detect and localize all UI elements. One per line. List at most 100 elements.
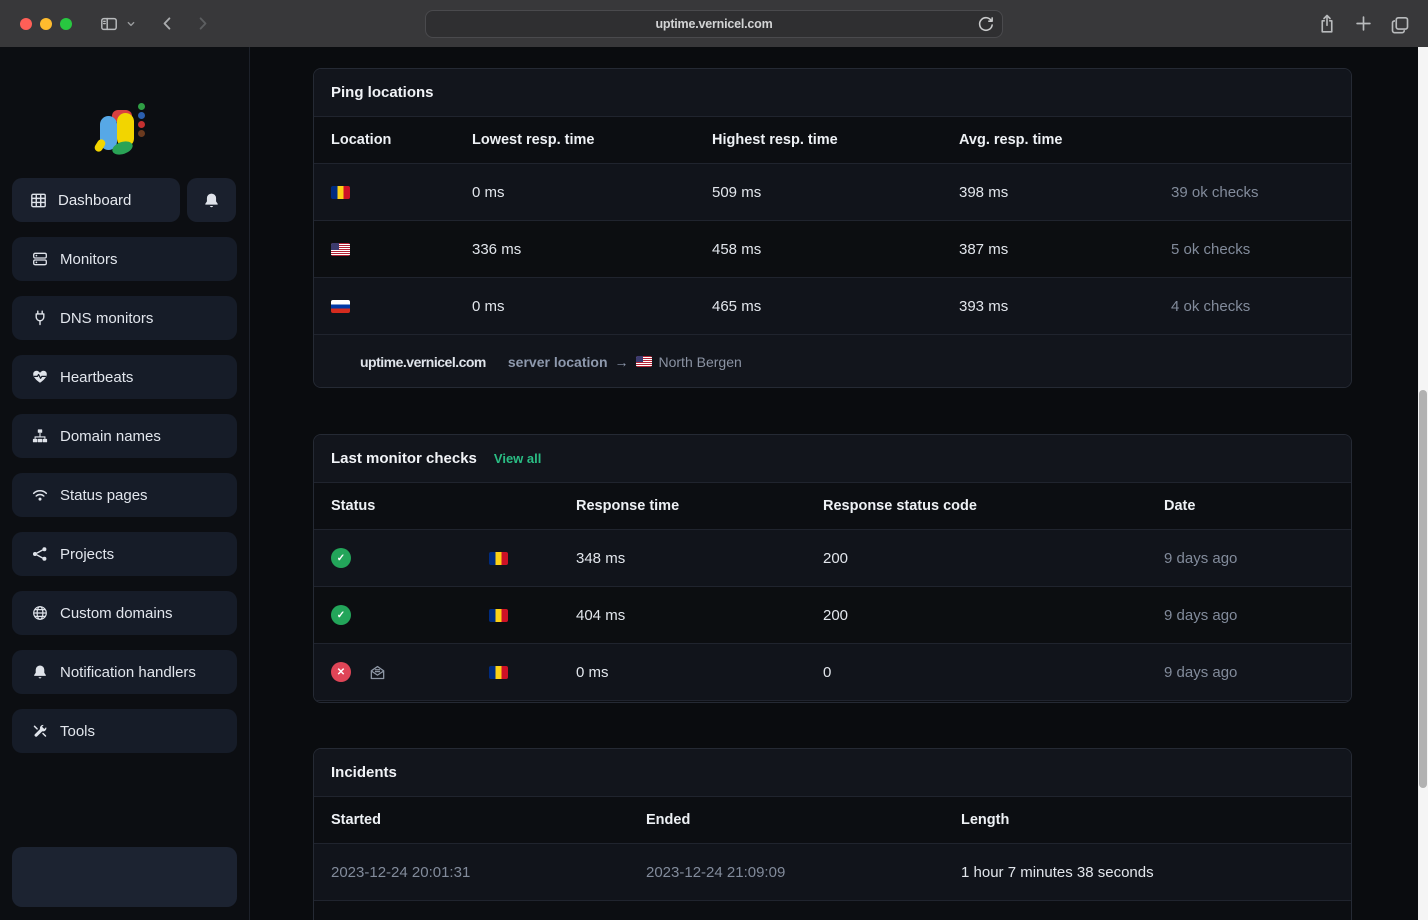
server-location-footer: uptime.vernicel.com server location → No… <box>314 335 1351 387</box>
grid-icon <box>31 193 46 207</box>
table-row: 0 ms 465 ms 393 ms 4 ok checks <box>314 278 1351 335</box>
sidebar-bottom-panel <box>12 847 237 907</box>
lowest-resp-time: 336 ms <box>472 240 522 258</box>
lowest-resp-time: 0 ms <box>472 297 505 315</box>
notifications-button[interactable] <box>187 178 236 222</box>
heart-pulse-icon <box>33 370 47 383</box>
sidebar-item-label: Projects <box>60 545 115 563</box>
avg-resp-time: 387 ms <box>959 240 1009 258</box>
table-row: 2023-12-24 20:01:31 2023-12-24 21:09:09 … <box>314 844 1351 901</box>
status-up-icon <box>331 548 351 568</box>
sidebar-item-custom-domains[interactable]: Custom domains <box>12 591 237 635</box>
sidebar-item-label: Dashboard <box>58 191 132 209</box>
main-content: Ping locations Location Lowest resp. tim… <box>250 47 1428 920</box>
tools-icon <box>33 724 47 737</box>
lowest-resp-time: 0 ms <box>472 183 505 201</box>
highest-resp-time: 509 ms <box>712 183 762 201</box>
sidebar-item-tools[interactable]: Tools <box>12 709 237 753</box>
check-date: 9 days ago <box>1164 663 1238 681</box>
sidebar-item-label: Heartbeats <box>60 368 134 386</box>
plus-icon <box>1356 16 1371 31</box>
usa-flag-icon <box>635 356 652 367</box>
server-location-value: North Bergen <box>658 353 742 370</box>
sitemap-icon <box>32 429 48 443</box>
last-monitor-checks-title: Last monitor checks <box>331 450 477 467</box>
romania-flag-icon <box>331 185 350 199</box>
minimize-window-button[interactable] <box>40 17 52 30</box>
tab-overview-button[interactable] <box>1390 14 1410 34</box>
scrollbar-thumb[interactable] <box>1419 390 1427 788</box>
highest-resp-time: 458 ms <box>712 240 762 258</box>
response-status-code: 0 <box>823 663 832 681</box>
sidebar-item-domain-names[interactable]: Domain names <box>12 414 237 458</box>
ping-locations-title: Ping locations <box>331 84 434 101</box>
reload-button[interactable] <box>976 15 995 34</box>
last-monitor-checks-card: Last monitor checks View all Status Resp… <box>313 434 1352 703</box>
forward-button[interactable] <box>194 15 211 32</box>
browser-chrome: uptime.vernicel.com <box>0 0 1428 47</box>
column-header: Length <box>961 812 1010 828</box>
column-header: Response time <box>576 498 680 514</box>
check-date: 9 days ago <box>1164 606 1238 624</box>
sidebar-item-label: Monitors <box>60 250 118 268</box>
ok-checks: 39 ok checks <box>1171 183 1259 201</box>
tabs-icon <box>1391 16 1409 33</box>
usa-flag-icon <box>331 242 350 256</box>
last-checks-header-row: Status Response time Response status cod… <box>314 483 1351 530</box>
sidebar-options-button[interactable] <box>125 18 137 30</box>
table-row: 404 ms 200 9 days ago <box>314 587 1351 644</box>
chevron-down-icon <box>127 21 135 26</box>
check-date: 9 days ago <box>1164 549 1238 567</box>
ok-checks: 5 ok checks <box>1171 240 1251 258</box>
bell-icon <box>34 665 46 679</box>
server-location-label: server location <box>507 353 608 370</box>
sidebar-toggle-icon <box>101 17 117 30</box>
incidents-card: Incidents Started Ended Length 2023-12-2… <box>313 748 1352 920</box>
address-bar-url: uptime.vernicel.com <box>655 17 773 31</box>
incidents-header-row: Started Ended Length <box>314 797 1351 844</box>
back-button[interactable] <box>159 15 176 32</box>
incidents-title: Incidents <box>331 764 397 781</box>
table-row: 348 ms 200 9 days ago <box>314 530 1351 587</box>
share-button[interactable] <box>1317 14 1337 34</box>
response-status-code: 200 <box>823 606 849 624</box>
close-window-button[interactable] <box>20 17 32 30</box>
bell-icon <box>205 193 218 207</box>
app-logo <box>93 103 156 163</box>
sidebar-item-dashboard[interactable]: Dashboard <box>12 178 180 222</box>
sidebar-toggle-button[interactable] <box>99 15 119 33</box>
romania-flag-icon <box>489 551 508 565</box>
ok-checks: 4 ok checks <box>1171 297 1251 315</box>
avg-resp-time: 398 ms <box>959 183 1009 201</box>
sidebar-item-notification-handlers[interactable]: Notification handlers <box>12 650 237 694</box>
plug-icon <box>35 310 45 326</box>
romania-flag-icon <box>489 665 508 679</box>
page-scrollbar[interactable] <box>1418 47 1428 920</box>
ping-locations-header-row: Location Lowest resp. time Highest resp.… <box>314 117 1351 164</box>
response-time: 348 ms <box>576 549 626 567</box>
avg-resp-time: 393 ms <box>959 297 1009 315</box>
sidebar-item-projects[interactable]: Projects <box>12 532 237 576</box>
column-header: Ended <box>646 812 691 828</box>
sidebar-item-label: Tools <box>60 722 96 740</box>
sidebar-item-heartbeats[interactable]: Heartbeats <box>12 355 237 399</box>
column-header: Date <box>1164 498 1196 514</box>
sidebar-item-dns-monitors[interactable]: DNS monitors <box>12 296 237 340</box>
table-row: 336 ms 458 ms 387 ms 5 ok checks <box>314 221 1351 278</box>
response-time: 0 ms <box>576 663 609 681</box>
column-header: Avg. resp. time <box>959 132 1063 148</box>
nodes-icon <box>33 547 47 561</box>
arrow-right-icon: → <box>614 353 629 370</box>
sidebar-item-monitors[interactable]: Monitors <box>12 237 237 281</box>
column-header: Started <box>331 812 381 828</box>
sidebar: Dashboard Monitors DNS monitors <box>0 47 250 920</box>
view-all-link[interactable]: View all <box>493 451 542 466</box>
table-row: 0 ms 0 9 days ago <box>314 644 1351 701</box>
response-status-code: 200 <box>823 549 849 567</box>
russia-flag-icon <box>331 299 350 313</box>
new-tab-button[interactable] <box>1354 14 1373 33</box>
address-bar[interactable]: uptime.vernicel.com <box>425 10 1003 38</box>
zoom-window-button[interactable] <box>60 17 72 30</box>
sidebar-item-status-pages[interactable]: Status pages <box>12 473 237 517</box>
response-time: 404 ms <box>576 606 626 624</box>
